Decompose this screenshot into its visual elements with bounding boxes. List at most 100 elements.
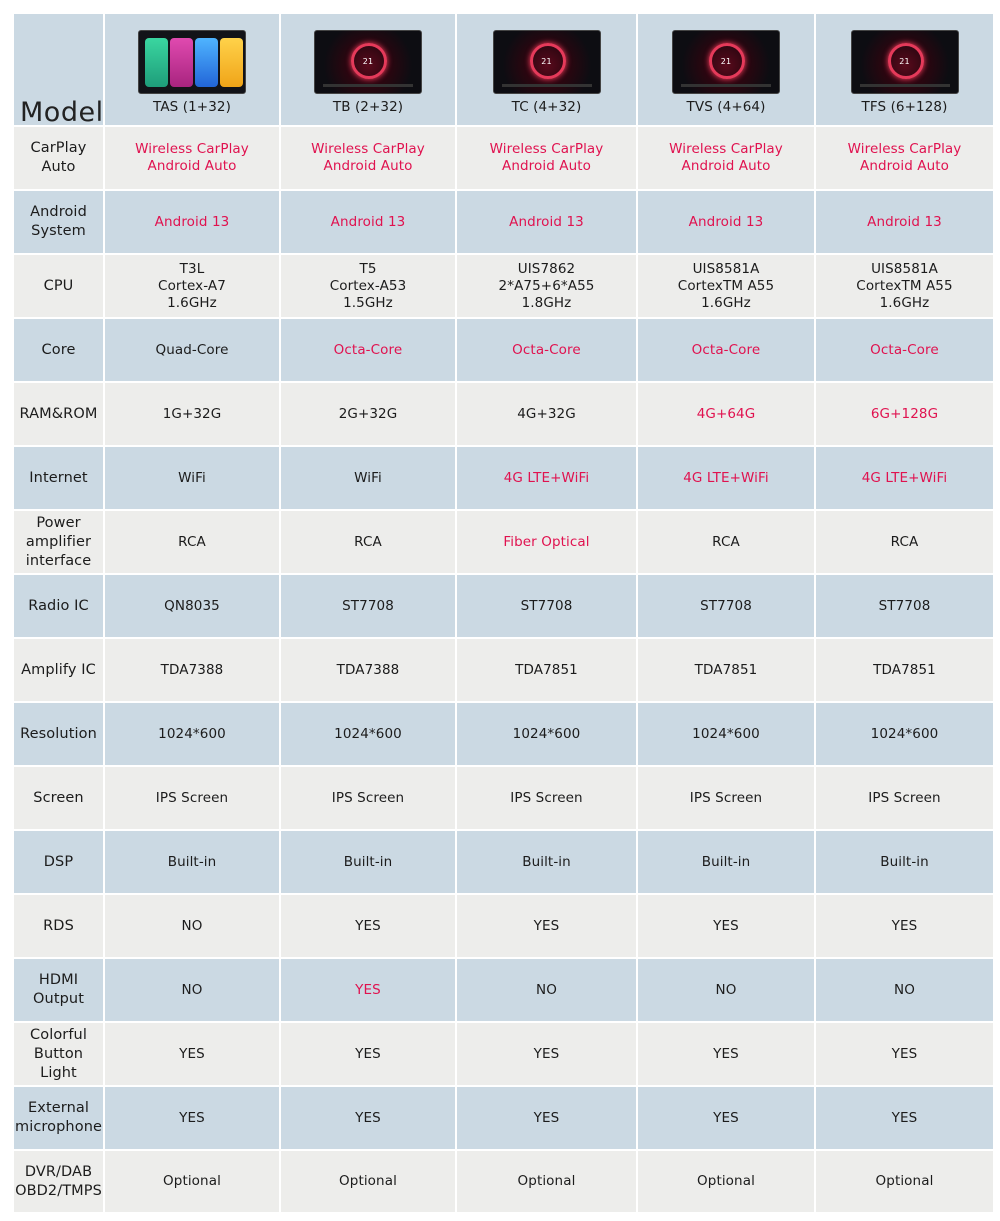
spec-value-cell: RCA	[816, 511, 993, 573]
product-name: TC (4+32)	[511, 99, 582, 115]
spec-value-cell: ST7708	[816, 575, 993, 637]
spec-value-cell: Optional	[638, 1151, 814, 1212]
spec-value-cell: YES	[457, 1023, 636, 1085]
row-label: External microphone	[14, 1087, 103, 1149]
row-label: RAM&ROM	[14, 383, 103, 445]
spec-value-cell: TDA7851	[638, 639, 814, 701]
spec-value-cell: NO	[638, 959, 814, 1021]
spec-value-cell: ST7708	[281, 575, 455, 637]
spec-value-cell: RCA	[281, 511, 455, 573]
spec-value-cell: IPS Screen	[457, 767, 636, 829]
spec-value-cell: 4G+32G	[457, 383, 636, 445]
row-label: Core	[14, 319, 103, 381]
spec-value-cell: YES	[816, 1087, 993, 1149]
spec-value-cell: 1024*600	[638, 703, 814, 765]
product-thumbnail: 21	[314, 30, 422, 94]
spec-value-cell: YES	[638, 1087, 814, 1149]
spec-value-cell: 2G+32G	[281, 383, 455, 445]
product-thumbnail: 21	[672, 30, 780, 94]
row-label: Power amplifier interface	[14, 511, 103, 573]
spec-value-cell: NO	[457, 959, 636, 1021]
spec-value-cell: IPS Screen	[816, 767, 993, 829]
spec-value-cell: YES	[281, 959, 455, 1021]
row-label: DVR/DAB OBD2/TMPS	[14, 1151, 103, 1212]
spec-value-cell: ST7708	[457, 575, 636, 637]
row-label: Radio IC	[14, 575, 103, 637]
row-label: RDS	[14, 895, 103, 957]
product-header-tc: 21 TC (4+32)	[457, 14, 636, 125]
spec-value-cell: WiFi	[281, 447, 455, 509]
spec-value-cell: NO	[816, 959, 993, 1021]
product-name: TFS (6+128)	[861, 99, 948, 115]
spec-value-cell: 4G LTE+WiFi	[816, 447, 993, 509]
row-label: HDMI Output	[14, 959, 103, 1021]
spec-value-cell: 1024*600	[816, 703, 993, 765]
spec-value-cell: YES	[105, 1087, 279, 1149]
row-label: Amplify IC	[14, 639, 103, 701]
spec-value-cell: YES	[816, 1023, 993, 1085]
model-header-cell: Model	[14, 14, 103, 126]
spec-value-cell: Android 13	[105, 191, 279, 253]
spec-value-cell: 4G LTE+WiFi	[457, 447, 636, 509]
spec-value-cell: UIS7862 2*A75+6*A55 1.8GHz	[457, 255, 636, 317]
spec-value-cell: Wireless CarPlay Android Auto	[457, 127, 636, 189]
spec-value-cell: UIS8581A CortexTM A55 1.6GHz	[816, 255, 993, 317]
spec-value-cell: IPS Screen	[105, 767, 279, 829]
spec-value-cell: YES	[638, 895, 814, 957]
product-name: TVS (4+64)	[686, 99, 766, 115]
product-name: TB (2+32)	[332, 99, 404, 115]
spec-value-cell: Wireless CarPlay Android Auto	[281, 127, 455, 189]
spec-value-cell: Built-in	[105, 831, 279, 893]
spec-value-cell: T5 Cortex-A53 1.5GHz	[281, 255, 455, 317]
spec-value-cell: Quad-Core	[105, 319, 279, 381]
product-header-tas: TAS (1+32)	[105, 14, 279, 125]
product-name: TAS (1+32)	[153, 99, 231, 115]
spec-value-cell: Octa-Core	[638, 319, 814, 381]
row-label: Android System	[14, 191, 103, 253]
product-header-tfs: 21 TFS (6+128)	[816, 14, 993, 125]
spec-value-cell: YES	[457, 1087, 636, 1149]
spec-value-cell: YES	[638, 1023, 814, 1085]
product-thumbnail	[138, 30, 246, 94]
spec-value-cell: YES	[105, 1023, 279, 1085]
row-label: Resolution	[14, 703, 103, 765]
spec-value-cell: TDA7851	[816, 639, 993, 701]
spec-value-cell: Wireless CarPlay Android Auto	[105, 127, 279, 189]
row-label: CarPlay Auto	[14, 127, 103, 189]
spec-value-cell: Wireless CarPlay Android Auto	[816, 127, 993, 189]
spec-value-cell: Octa-Core	[816, 319, 993, 381]
spec-value-cell: TDA7388	[105, 639, 279, 701]
spec-value-cell: 1024*600	[105, 703, 279, 765]
spec-value-cell: Wireless CarPlay Android Auto	[638, 127, 814, 189]
row-label: Screen	[14, 767, 103, 829]
spec-value-cell: Optional	[457, 1151, 636, 1212]
row-label: CPU	[14, 255, 103, 317]
row-label: DSP	[14, 831, 103, 893]
spec-value-cell: Optional	[816, 1151, 993, 1212]
spec-value-cell: RCA	[105, 511, 279, 573]
product-thumbnail: 21	[850, 30, 959, 94]
spec-value-cell: WiFi	[105, 447, 279, 509]
spec-value-cell: NO	[105, 895, 279, 957]
spec-value-cell: YES	[281, 895, 455, 957]
spec-value-cell: Android 13	[816, 191, 993, 253]
spec-value-cell: RCA	[638, 511, 814, 573]
spec-value-cell: 4G LTE+WiFi	[638, 447, 814, 509]
spec-value-cell: Fiber Optical	[457, 511, 636, 573]
spec-value-cell: IPS Screen	[281, 767, 455, 829]
spec-value-cell: Built-in	[457, 831, 636, 893]
spec-value-cell: 6G+128G	[816, 383, 993, 445]
spec-value-cell: NO	[105, 959, 279, 1021]
spec-value-cell: Octa-Core	[281, 319, 455, 381]
spec-value-cell: TDA7851	[457, 639, 636, 701]
spec-value-cell: ST7708	[638, 575, 814, 637]
spec-value-cell: YES	[281, 1023, 455, 1085]
spec-value-cell: Built-in	[816, 831, 993, 893]
spec-value-cell: YES	[281, 1087, 455, 1149]
spec-value-cell: T3L Cortex-A7 1.6GHz	[105, 255, 279, 317]
spec-value-cell: 1024*600	[457, 703, 636, 765]
spec-value-cell: Octa-Core	[457, 319, 636, 381]
spec-value-cell: Optional	[281, 1151, 455, 1212]
row-label: Internet	[14, 447, 103, 509]
spec-value-cell: YES	[816, 895, 993, 957]
